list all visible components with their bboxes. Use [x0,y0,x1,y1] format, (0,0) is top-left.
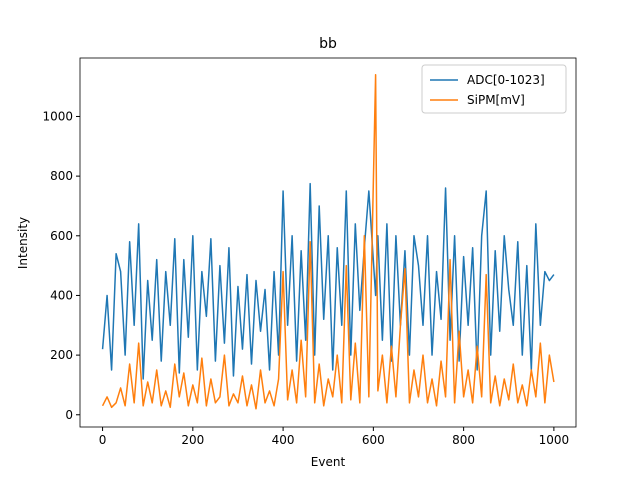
x-tick-label: 0 [99,433,107,447]
series-line [101,182,555,380]
series-line [101,73,555,410]
x-tick-label: 1000 [539,433,570,447]
y-tick-label: 600 [50,229,73,243]
y-tick-label: 800 [50,169,73,183]
x-tick-label: 600 [362,433,385,447]
chart-title: bb [319,36,337,52]
x-tick-label: 400 [272,433,295,447]
x-tick-label: 200 [181,433,204,447]
y-tick-label: 200 [50,348,73,362]
plot-frame [79,57,577,428]
x-axis-label: Event [311,455,346,469]
legend-box [421,64,567,114]
y-tick-label: 1000 [42,109,73,123]
y-tick-label: 0 [65,408,73,422]
x-tick-label: 800 [452,433,475,447]
legend-label: SiPM[mV] [467,93,525,107]
y-tick-label: 400 [50,288,73,302]
y-axis-label: Intensity [16,217,30,269]
legend-label: ADC[0-1023] [467,73,545,87]
